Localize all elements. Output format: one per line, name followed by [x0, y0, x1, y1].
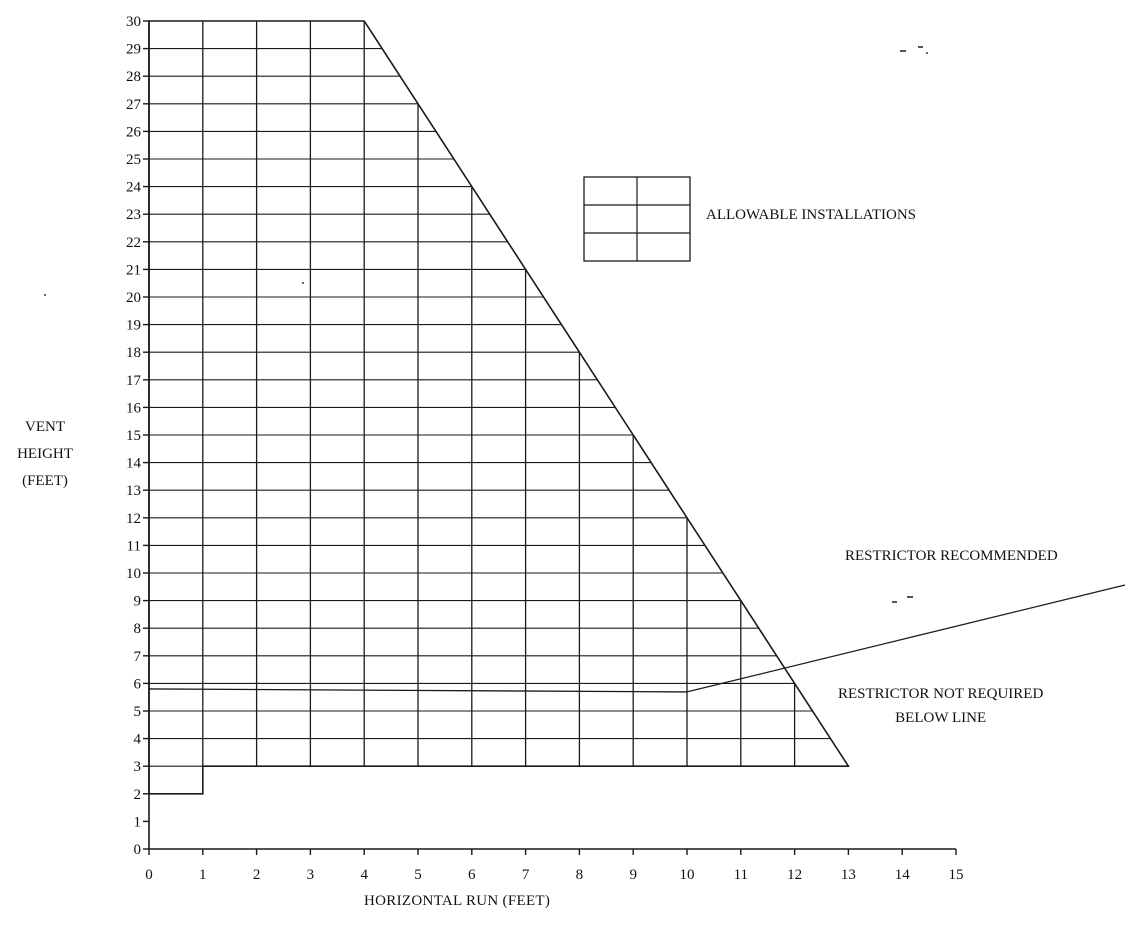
scan-speck: [302, 282, 304, 284]
y-tick-label: 26: [126, 124, 142, 140]
restrictor-line: [148, 688, 688, 693]
y-tick-label: 16: [126, 400, 142, 416]
x-tick-label: 7: [522, 867, 530, 883]
x-tick-label: 11: [734, 867, 748, 883]
y-tick-label: 12: [126, 511, 141, 527]
scan-speck: [907, 596, 913, 598]
scan-speck: [900, 50, 906, 52]
y-tick-label: 25: [126, 152, 141, 168]
x-tick-label: 2: [253, 867, 261, 883]
x-tick-label: 15: [949, 867, 964, 883]
legend: [583, 176, 691, 262]
y-tick-label: 1: [134, 814, 142, 830]
x-tick-label: 14: [895, 867, 911, 883]
y-tick-label: 22: [126, 235, 141, 251]
scan-speck: [44, 294, 46, 296]
y-tick-label: 13: [126, 483, 141, 499]
x-tick-label: 0: [145, 867, 153, 883]
y-tick-label: 27: [126, 97, 142, 113]
y-tick-label: 20: [126, 290, 141, 306]
y-tick-label: 28: [126, 69, 141, 85]
x-tick-label: 8: [576, 867, 584, 883]
y-tick-label: 18: [126, 345, 141, 361]
y-tick-label: 21: [126, 262, 141, 278]
y-tick-label: 15: [126, 428, 141, 444]
x-tick-label: 13: [841, 867, 856, 883]
y-axis-title: VENT HEIGHT (FEET): [2, 414, 88, 495]
allowable-region-grid: [149, 20, 849, 767]
y-tick-label: 24: [126, 180, 142, 196]
annotation-lines: [148, 584, 1126, 693]
x-tick-label: 6: [468, 867, 476, 883]
x-tick-label: 12: [787, 867, 802, 883]
restrictor-recommended-label: RESTRICTOR RECOMMENDED: [845, 548, 1058, 564]
legend-label: ALLOWABLE INSTALLATIONS: [706, 207, 917, 223]
x-tick-label: 9: [629, 867, 637, 883]
y-tick-label: 19: [126, 318, 141, 334]
scan-speck: [918, 46, 923, 48]
scan-speck: [926, 52, 928, 54]
restrictor-not-required-line: BELOW LINE: [895, 710, 987, 726]
scan-speck: [892, 601, 897, 603]
y-tick-label: 8: [134, 621, 142, 637]
y-tick-label: 23: [126, 207, 141, 223]
x-tick-label: 5: [414, 867, 422, 883]
y-axis-title-line: HEIGHT: [17, 446, 73, 462]
y-tick-label: 14: [126, 456, 142, 472]
restrictor-not-required-label: RESTRICTOR NOT REQUIRED BELOW LINE: [838, 682, 1043, 730]
y-tick-label: 2: [134, 787, 142, 803]
restrictor-leader-line: [686, 584, 1126, 693]
y-tick-label: 6: [134, 676, 142, 692]
y-tick-label: 4: [134, 732, 142, 748]
x-tick-label: 10: [680, 867, 695, 883]
y-tick-label: 0: [134, 842, 142, 858]
y-tick-label: 29: [126, 42, 141, 58]
y-tick-label: 3: [134, 759, 142, 775]
y-tick-label: 5: [134, 704, 142, 720]
y-axis-title-line: VENT: [25, 419, 65, 435]
y-tick-label: 11: [127, 538, 141, 554]
y-tick-label: 7: [134, 649, 142, 665]
y-axis-title-line: (FEET): [22, 473, 68, 489]
x-tick-label: 4: [360, 867, 368, 883]
restrictor-not-required-line: RESTRICTOR NOT REQUIRED: [838, 686, 1044, 702]
y-tick-label: 9: [134, 594, 142, 610]
y-tick-label: 17: [126, 373, 142, 389]
tick-labels: 0123456789101112131415161718192021222324…: [126, 14, 964, 883]
x-tick-label: 1: [199, 867, 207, 883]
x-axis-title: HORIZONTAL RUN (FEET): [364, 893, 551, 909]
x-tick-label: 3: [307, 867, 315, 883]
tick-marks: [143, 20, 957, 855]
allowable-region: [148, 20, 850, 795]
y-tick-label: 30: [126, 14, 141, 30]
allowable-region-outline: [148, 20, 850, 795]
y-tick-label: 10: [126, 566, 141, 582]
